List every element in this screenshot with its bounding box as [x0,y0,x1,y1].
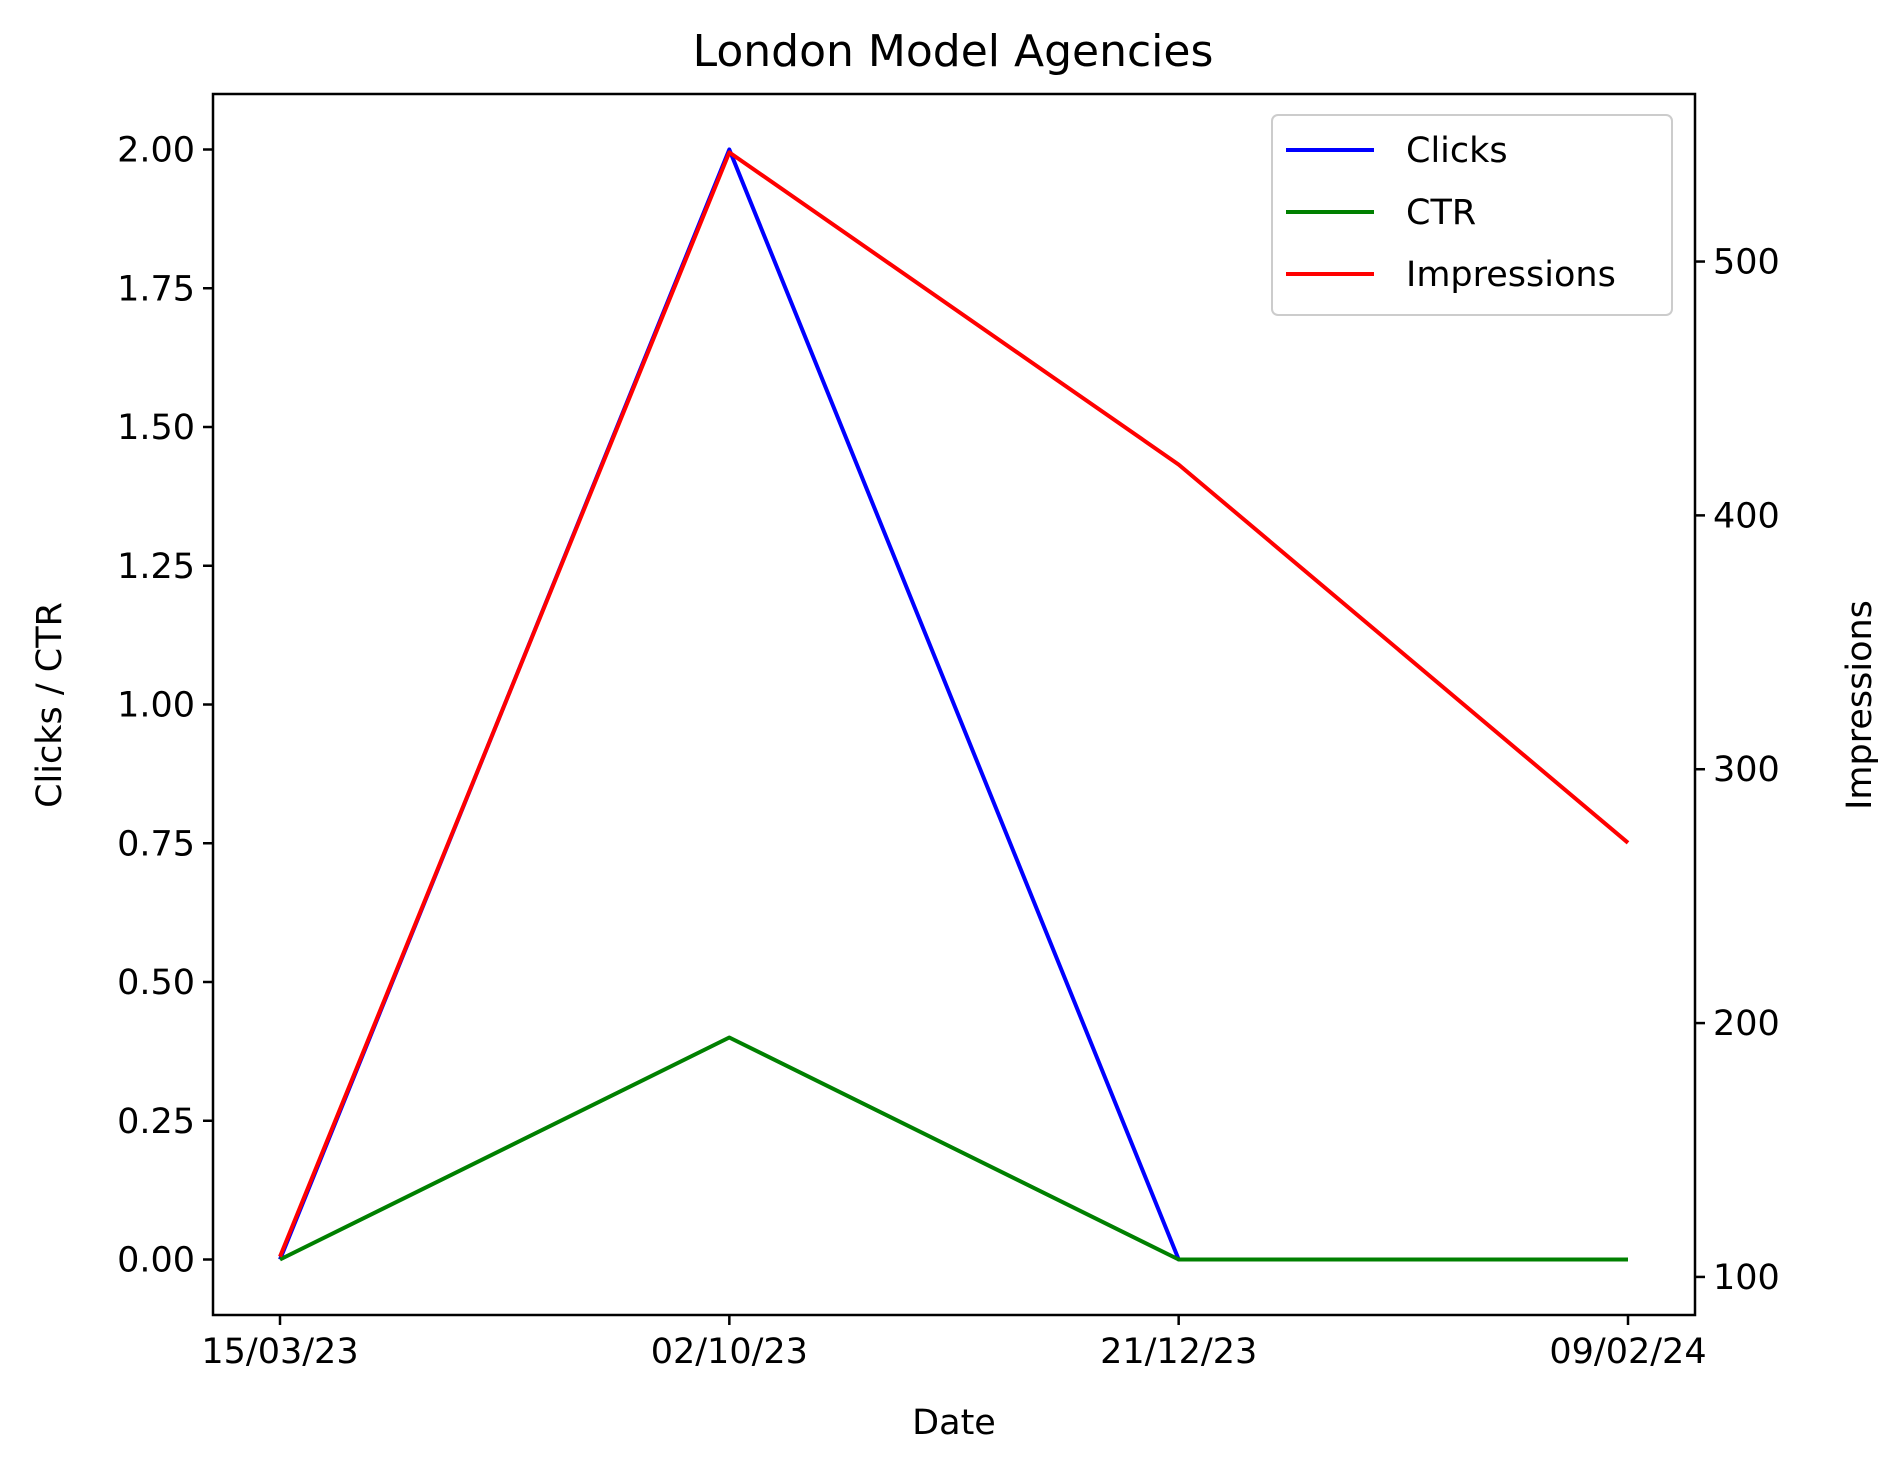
y-left-tick-label: 1.25 [117,547,195,587]
x-axis-label: Date [912,1403,996,1443]
x-tick-label: 15/03/23 [201,1332,358,1372]
x-tick-label: 02/10/23 [651,1332,808,1372]
legend-entries: Clicks CTR Impressions [1286,131,1616,295]
x-axis-ticks: 15/03/23 02/10/23 21/12/23 09/02/24 [201,1315,1707,1372]
legend: Clicks CTR Impressions [1271,114,1673,316]
y-axis-right-label: Impressions [1840,600,1880,810]
y-left-tick-label: 1.50 [117,408,195,448]
y-left-tick-label: 0.50 [117,963,195,1003]
right-axis-ticks: 100 200 300 400 500 [1695,243,1780,1298]
y-left-tick-label: 0.75 [117,824,195,864]
y-left-tick-label: 2.00 [117,131,195,171]
legend-label-impressions: Impressions [1406,255,1616,295]
y-left-tick-label: 1.00 [117,686,195,726]
y-left-tick-label: 0.00 [117,1241,195,1281]
y-right-tick-label: 100 [1713,1258,1780,1298]
legend-label-clicks: Clicks [1406,131,1508,171]
y-axis-left-label: Clicks / CTR [30,602,70,808]
series-line-impressions [278,150,1630,1258]
x-tick-label: 09/02/24 [1549,1332,1706,1372]
y-left-tick-label: 1.75 [117,269,195,309]
chart-title: London Model Agencies [693,26,1214,77]
x-tick-label: 21/12/23 [1100,1332,1257,1372]
series-line-ctr [279,1035,1628,1262]
legend-label-ctr: CTR [1406,193,1476,233]
y-right-tick-label: 500 [1713,243,1780,283]
y-right-tick-label: 200 [1713,1004,1780,1044]
y-left-tick-label: 0.25 [117,1102,195,1142]
series-layer [278,147,1630,1262]
left-axis-ticks: 0.00 0.25 0.50 0.75 1.00 1.25 1.50 1.75 2.00 [117,131,213,1281]
legend-box [1271,114,1673,316]
y-right-tick-label: 400 [1713,496,1780,536]
y-right-tick-label: 300 [1713,750,1780,790]
